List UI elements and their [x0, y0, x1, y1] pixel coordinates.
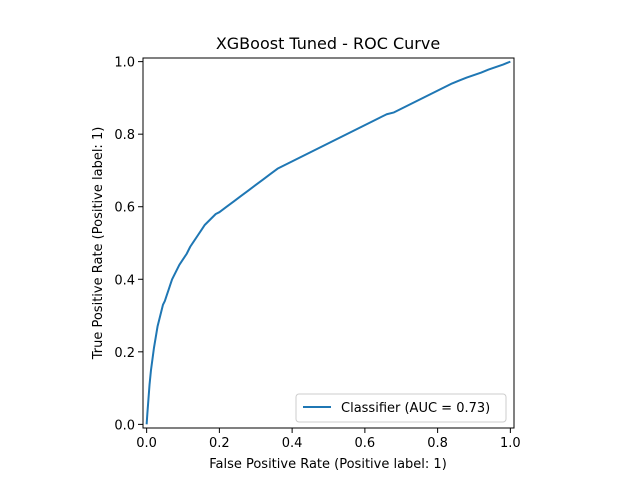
y-axis-label: True Positive Rate (Positive label: 1): [91, 127, 106, 361]
y-tick-label: 0.0: [114, 418, 135, 433]
legend-box: [295, 393, 507, 423]
x-tick-label: 0.8: [427, 436, 448, 451]
legend: Classifier (AUC = 0.73): [295, 393, 507, 423]
x-tick-label: 0.0: [136, 436, 157, 451]
y-tick-label: 1.0: [114, 56, 135, 71]
x-tick-label: 1.0: [500, 436, 521, 451]
y-tick-label: 0.6: [114, 201, 135, 216]
x-tick-label: 0.2: [209, 436, 230, 451]
y-tick-label: 0.4: [114, 273, 135, 288]
x-tick-label: 0.6: [355, 436, 376, 451]
y-axis-ticks: 0.0 0.2 0.4 0.6 0.8 1.0: [114, 56, 143, 433]
chart-title: XGBoost Tuned - ROC Curve: [216, 34, 440, 53]
x-axis-label: False Positive Rate (Positive label: 1): [209, 457, 447, 472]
legend-label: Classifier (AUC = 0.73): [341, 401, 490, 416]
x-axis-ticks: 0.0 0.2 0.4 0.6 0.8 1.0: [136, 428, 521, 451]
y-tick-label: 0.2: [114, 346, 135, 361]
series-layer: [145, 60, 511, 425]
y-tick-label: 0.8: [114, 128, 135, 143]
roc-curve-line: [145, 60, 511, 425]
x-tick-label: 0.4: [282, 436, 303, 451]
plot-area-frame: [142, 57, 515, 429]
